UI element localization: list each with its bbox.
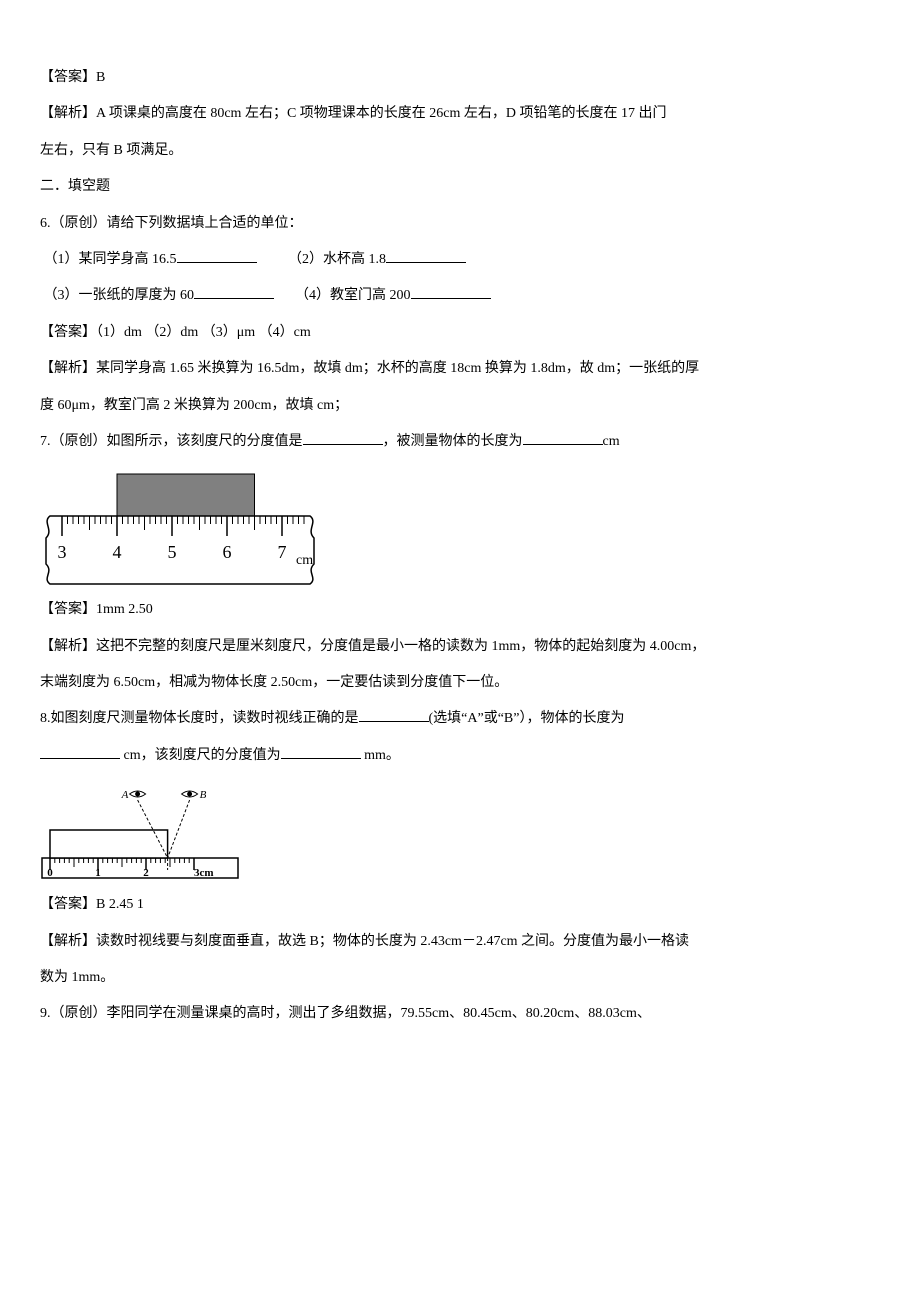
q6-answer: 【答案】（1）dm （2）dm （3）μm （4）cm: [40, 315, 880, 351]
fill-blank: [303, 430, 383, 445]
analysis-text: A 项课桌的高度在 80cm 左右；C 项物理课本的长度在 26cm 左右，D …: [96, 106, 667, 121]
svg-text:2: 2: [143, 867, 149, 879]
fill-blank: [281, 744, 361, 759]
analysis-label: 【解析】: [40, 639, 96, 654]
svg-text:7: 7: [278, 542, 287, 562]
analysis-text: 读数时视线要与刻度面垂直，故选 B；物体的长度为 2.43cm－2.47cm 之…: [96, 934, 689, 949]
ruler-diagram: 3 4 5 6 7 cm: [40, 468, 320, 588]
answer-text: 1mm 2.50: [96, 602, 153, 617]
q6-row2: （3）一张纸的厚度为 60 （4）教室门高 200: [40, 278, 880, 314]
q7-stem: 7.（原创）如图所示，该刻度尺的分度值是 ，被测量物体的长度为 cm: [40, 424, 880, 460]
answer-label: 【答案】: [40, 602, 96, 617]
q7-stem-b: ，被测量物体的长度为: [383, 434, 523, 449]
q7-stem-a: 7.（原创）如图所示，该刻度尺的分度值是: [40, 434, 303, 449]
fill-blank: [386, 248, 466, 263]
analysis-5-line1: 【解析】A 项课桌的高度在 80cm 左右；C 项物理课本的长度在 26cm 左…: [40, 96, 880, 132]
answer-label: 【答案】: [40, 897, 96, 912]
figure-sight-q8: 0 1 2 3cm A B: [40, 780, 880, 885]
analysis-text: 某同学身高 1.65 米换算为 16.5dm，故填 dm；水杯的高度 18cm …: [96, 361, 699, 376]
figure-ruler-q7: 3 4 5 6 7 cm: [40, 468, 880, 588]
analysis-label: 【解析】: [40, 361, 96, 376]
q8-stem-line2: cm，该刻度尺的分度值为 mm。: [40, 738, 880, 774]
q8-stem-c: cm，该刻度尺的分度值为: [120, 748, 281, 763]
answer-5: 【答案】B: [40, 60, 880, 96]
analysis-text: 这把不完整的刻度尺是厘米刻度尺，分度值是最小一格的读数为 1mm，物体的起始刻度…: [96, 639, 705, 654]
q9-stem: 9.（原创）李阳同学在测量课桌的高时，测出了多组数据，79.55cm、80.45…: [40, 996, 880, 1032]
q8-answer: 【答案】B 2.45 1: [40, 887, 880, 923]
q8-stem-line1: 8.如图刻度尺测量物体长度时，读数时视线正确的是 (选填“A”或“B”），物体的长…: [40, 701, 880, 737]
analysis-5-line2: 左右，只有 B 项满足。: [40, 133, 880, 169]
svg-text:B: B: [200, 789, 207, 801]
answer-text: （1）dm （2）dm （3）μm （4）cm: [96, 325, 311, 340]
q8-analysis-line2: 数为 1mm。: [40, 960, 880, 996]
q6-item1: （1）某同学身高 16.5: [44, 252, 177, 267]
analysis-label: 【解析】: [40, 106, 96, 121]
q6-analysis-line2: 度 60μm，教室门高 2 米换算为 200cm，故填 cm；: [40, 388, 880, 424]
sight-diagram: 0 1 2 3cm A B: [40, 780, 240, 885]
q6-analysis-line1: 【解析】某同学身高 1.65 米换算为 16.5dm，故填 dm；水杯的高度 1…: [40, 351, 880, 387]
svg-text:3cm: 3cm: [194, 867, 214, 879]
fill-blank: [194, 284, 274, 299]
q7-stem-c: cm: [603, 434, 620, 449]
q7-analysis-line1: 【解析】这把不完整的刻度尺是厘米刻度尺，分度值是最小一格的读数为 1mm，物体的…: [40, 629, 880, 665]
analysis-label: 【解析】: [40, 934, 96, 949]
q8-stem-a: 8.如图刻度尺测量物体长度时，读数时视线正确的是: [40, 711, 359, 726]
q8-analysis-line1: 【解析】读数时视线要与刻度面垂直，故选 B；物体的长度为 2.43cm－2.47…: [40, 924, 880, 960]
fill-blank: [177, 248, 257, 263]
fill-blank: [40, 744, 120, 759]
answer-label: 【答案】: [40, 70, 96, 85]
fill-blank: [523, 430, 603, 445]
q6-item2: （2）水杯高 1.8: [288, 252, 386, 267]
q8-stem-d: mm。: [361, 748, 400, 763]
q7-analysis-line2: 末端刻度为 6.50cm，相减为物体长度 2.50cm，一定要估读到分度值下一位…: [40, 665, 880, 701]
q6-item3: （3）一张纸的厚度为 60: [44, 288, 195, 303]
answer-label: 【答案】: [40, 325, 96, 340]
answer-value: B: [96, 70, 105, 85]
fill-blank: [359, 707, 429, 722]
q6-item4: （4）教室门高 200: [295, 288, 411, 303]
svg-text:5: 5: [168, 542, 177, 562]
q6-stem: 6.（原创）请给下列数据填上合适的单位：: [40, 206, 880, 242]
fill-blank: [411, 284, 491, 299]
svg-text:6: 6: [223, 542, 232, 562]
svg-text:1: 1: [95, 867, 101, 879]
document-page: 【答案】B 【解析】A 项课桌的高度在 80cm 左右；C 项物理课本的长度在 …: [0, 0, 920, 1073]
svg-text:0: 0: [47, 867, 53, 879]
q6-row1: （1）某同学身高 16.5 （2）水杯高 1.8: [40, 242, 880, 278]
answer-text: B 2.45 1: [96, 897, 144, 912]
svg-text:A: A: [121, 789, 129, 801]
svg-text:cm: cm: [296, 553, 313, 568]
section-heading-2: 二．填空题: [40, 169, 880, 205]
q7-answer: 【答案】1mm 2.50: [40, 592, 880, 628]
q8-stem-b: (选填“A”或“B”），物体的长度为: [429, 711, 625, 726]
svg-text:4: 4: [113, 542, 122, 562]
svg-text:3: 3: [58, 542, 67, 562]
